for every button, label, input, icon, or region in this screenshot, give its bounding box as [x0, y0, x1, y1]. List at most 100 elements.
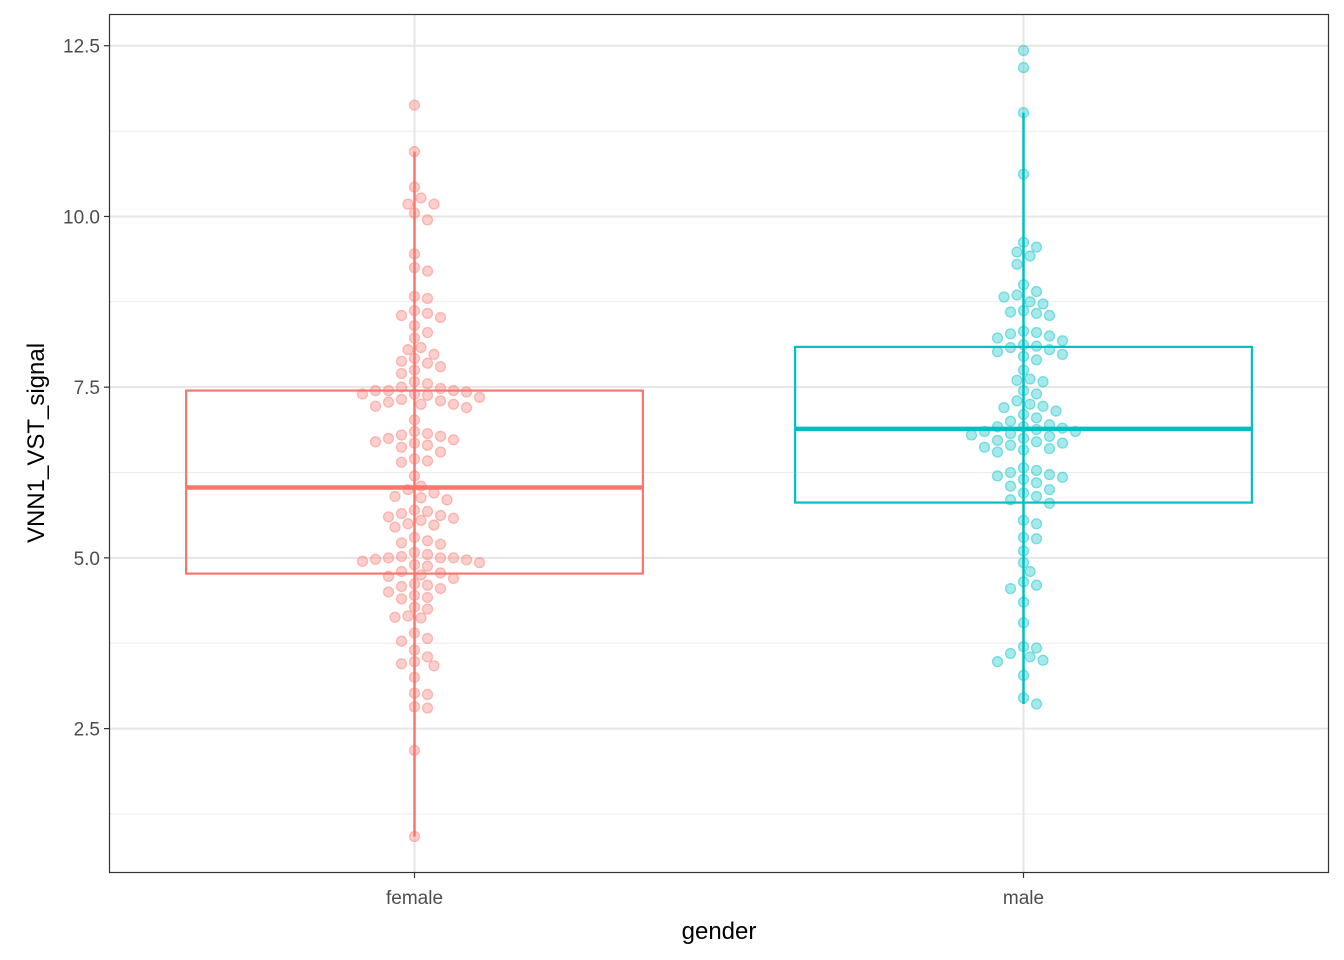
- data-point: [1030, 241, 1043, 253]
- data-point: [1043, 430, 1056, 442]
- x-axis-title: gender: [682, 918, 757, 945]
- data-point: [408, 830, 421, 843]
- data-point: [1043, 468, 1056, 481]
- data-point: [1056, 422, 1069, 434]
- data-point: [447, 434, 460, 446]
- data-point: [447, 572, 460, 585]
- data-point: [1030, 490, 1043, 503]
- data-point: [408, 99, 421, 111]
- data-point: [369, 400, 382, 412]
- data-point: [402, 343, 414, 356]
- data-point: [991, 446, 1004, 458]
- data-point: [402, 198, 414, 210]
- data-point: [395, 355, 408, 367]
- data-point: [356, 388, 369, 400]
- data-point: [408, 376, 421, 388]
- y-tick-label: 7.5: [74, 378, 100, 399]
- data-point: [395, 537, 408, 549]
- data-point: [421, 326, 434, 339]
- data-point: [421, 307, 434, 320]
- data-point: [1004, 341, 1017, 354]
- data-point: [1017, 462, 1030, 474]
- data-point: [1030, 518, 1043, 530]
- data-point: [991, 470, 1004, 482]
- data-point: [1030, 307, 1043, 320]
- data-point: [1004, 480, 1017, 492]
- data-point: [421, 357, 434, 369]
- data-point: [395, 381, 408, 393]
- data-point: [415, 492, 427, 504]
- data-point: [408, 388, 421, 400]
- data-point: [460, 554, 473, 566]
- data-point: [408, 305, 421, 317]
- data-point: [382, 396, 395, 408]
- data-point: [421, 560, 434, 572]
- data-point: [402, 483, 414, 496]
- data-point: [1024, 373, 1036, 385]
- data-point: [421, 632, 434, 645]
- data-point: [395, 441, 408, 453]
- data-point: [408, 145, 421, 158]
- data-point: [1017, 576, 1030, 588]
- data-point: [473, 391, 486, 404]
- data-point: [428, 519, 440, 531]
- data-point: [408, 290, 421, 302]
- data-point: [434, 446, 447, 458]
- data-point: [428, 198, 440, 210]
- data-point: [408, 687, 421, 699]
- data-point: [421, 535, 434, 547]
- data-point: [382, 570, 395, 582]
- data-point: [434, 311, 447, 324]
- data-point: [356, 555, 369, 567]
- data-point: [998, 291, 1010, 303]
- data-point: [1056, 348, 1069, 361]
- data-point: [408, 453, 421, 465]
- data-point: [447, 384, 460, 397]
- data-point: [402, 518, 414, 530]
- data-point: [1043, 330, 1056, 342]
- data-point: [382, 384, 395, 397]
- data-point: [421, 214, 434, 226]
- data-point: [408, 504, 421, 516]
- data-point: [1024, 398, 1036, 410]
- x-tick-label: female: [386, 888, 443, 909]
- data-point: [408, 414, 421, 426]
- y-axis-title: VNN1_VST_signal: [23, 343, 50, 543]
- data-point: [421, 439, 434, 451]
- data-point: [1030, 533, 1043, 545]
- data-point: [408, 248, 421, 260]
- data-point: [415, 612, 427, 624]
- data-point: [395, 393, 408, 406]
- data-point: [395, 658, 408, 670]
- data-point: [408, 332, 421, 344]
- data-point: [1017, 473, 1030, 486]
- data-point: [991, 332, 1004, 344]
- data-point: [1011, 258, 1023, 270]
- data-point: [395, 429, 408, 441]
- data-point: [415, 569, 427, 581]
- y-tick-label: 2.5: [74, 720, 100, 741]
- data-point: [1043, 483, 1056, 496]
- data-point: [1043, 497, 1056, 509]
- y-tick-label: 5.0: [74, 549, 100, 570]
- data-point: [1004, 582, 1017, 595]
- series-female: [185, 99, 644, 843]
- data-point: [447, 512, 460, 524]
- data-point: [402, 610, 414, 622]
- data-point: [408, 644, 421, 656]
- data-point: [421, 265, 434, 277]
- data-point: [1017, 514, 1030, 526]
- data-point: [408, 578, 421, 590]
- data-point: [421, 292, 434, 305]
- data-point: [1017, 531, 1030, 544]
- data-point: [1024, 250, 1036, 262]
- series-male: [794, 44, 1253, 710]
- data-point: [1004, 647, 1017, 660]
- data-point: [369, 384, 382, 397]
- data-point: [1056, 437, 1069, 449]
- data-point: [1017, 350, 1030, 363]
- data-point: [978, 441, 991, 453]
- data-point: [1011, 395, 1023, 407]
- data-point: [395, 456, 408, 468]
